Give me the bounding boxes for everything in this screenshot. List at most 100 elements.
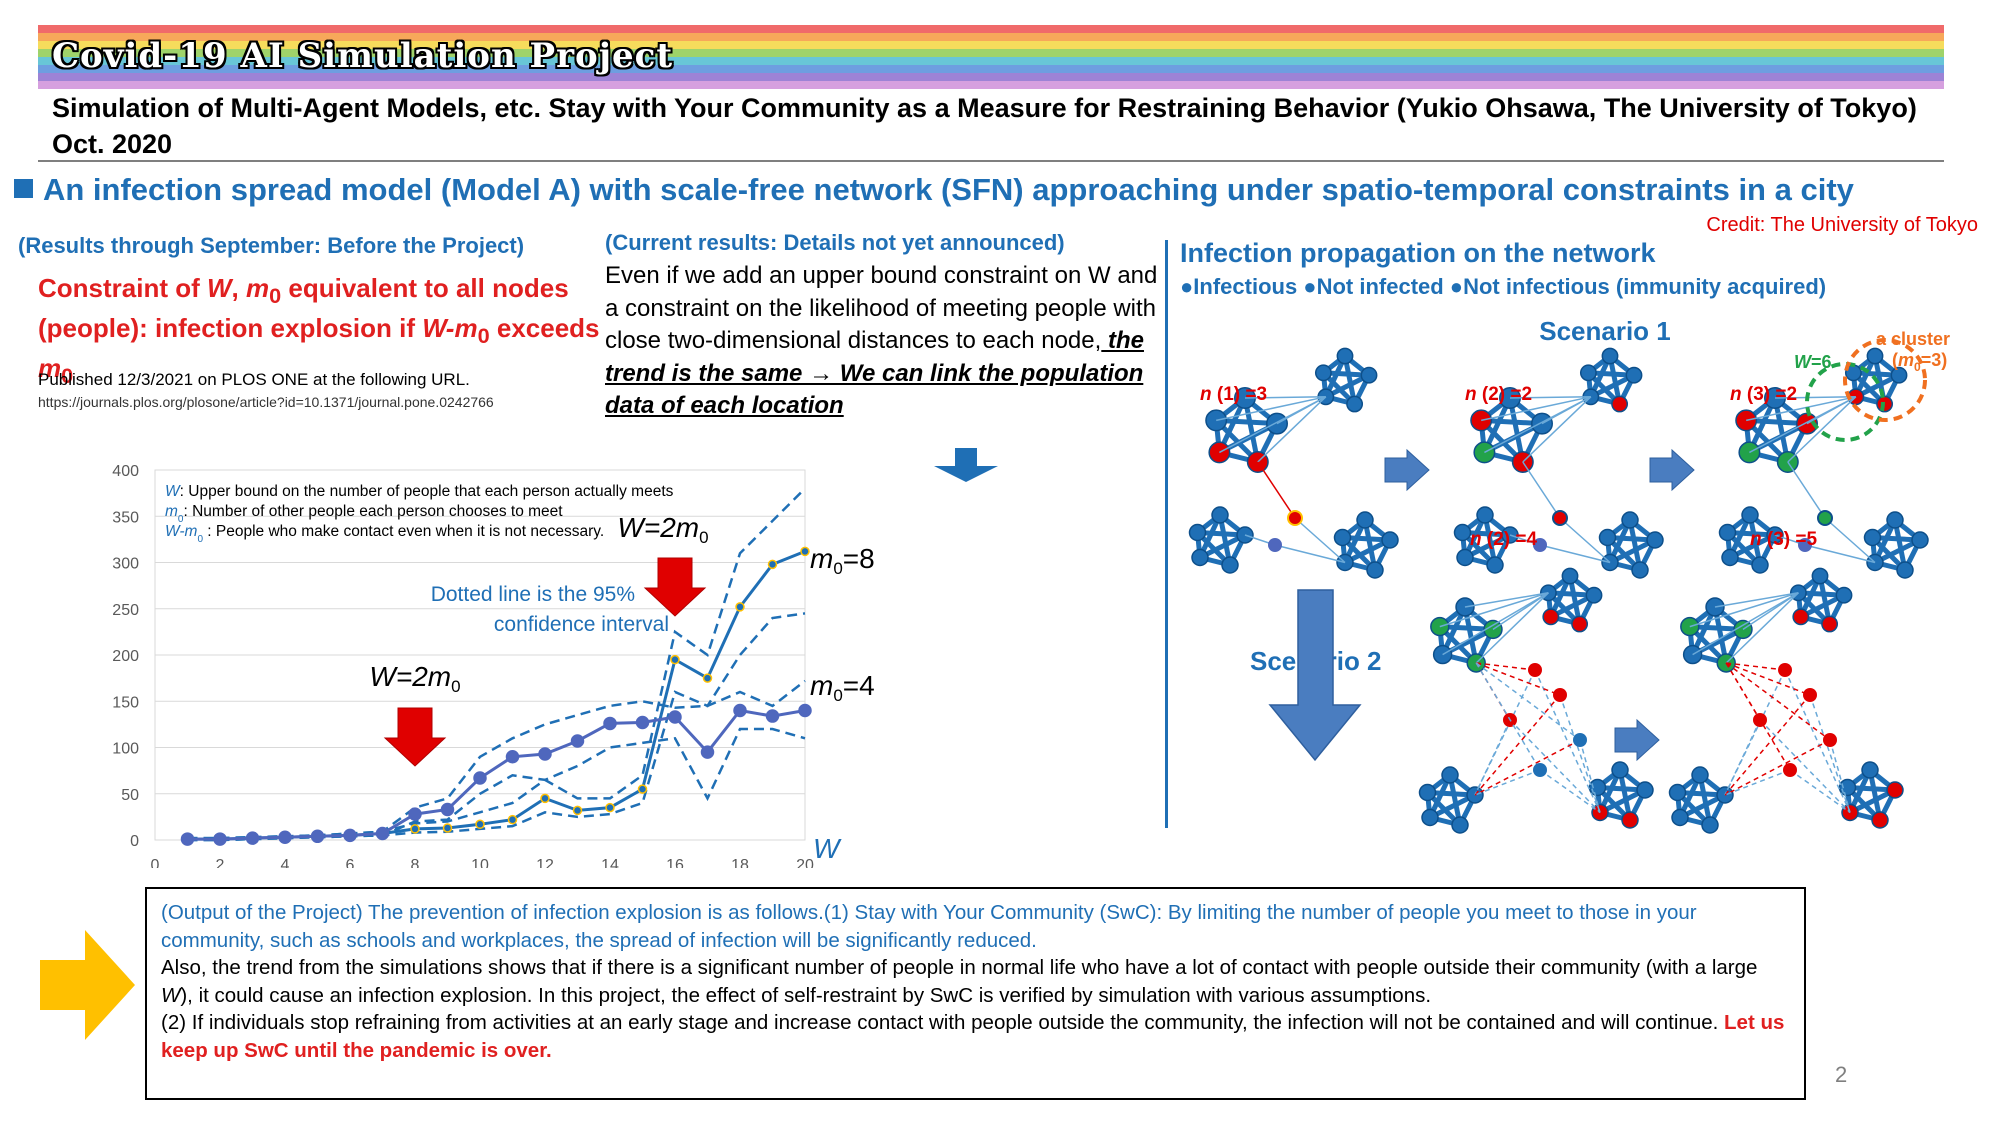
right-arrow-icon (1649, 448, 1695, 492)
y-tick-label: 100 (112, 741, 139, 758)
network-edge (1539, 769, 1601, 814)
constraint-m: m (246, 273, 270, 303)
network-legend: ●Infectious ●Not infected ●Not infectiou… (1180, 274, 1827, 299)
y-tick-label: 300 (112, 556, 139, 573)
banner-title: Covid-19 AI Simulation Project (52, 36, 674, 76)
constraint-sub: 0 (269, 283, 282, 309)
n-label: n (2) =4 (1470, 529, 1537, 550)
network-edge (1692, 592, 1799, 656)
network-edge (1534, 669, 1601, 813)
x-tick-label: 2 (216, 857, 225, 868)
network-edge (1474, 669, 1536, 796)
data-point (475, 819, 485, 830)
legend-note: W-m0 : People who make contact even when… (165, 523, 604, 545)
network-node (1573, 733, 1587, 747)
network-edge (1714, 592, 1799, 608)
bridge-node (1552, 510, 1568, 526)
cluster-m0-label: (m0=3) (1892, 350, 1947, 374)
output-paragraph-3: (2) If individuals stop refraining from … (161, 1009, 1790, 1064)
x-tick-label: 6 (346, 857, 355, 868)
ci-lower-line (187, 612, 806, 842)
current-body-text: Even if we add an upper bound constraint… (605, 262, 1158, 354)
page-number: 2 (1835, 1062, 1848, 1087)
chart-annotations: W: Upper bound on the number of people t… (165, 448, 998, 767)
x-axis-label: W (813, 833, 842, 864)
data-point (245, 831, 260, 845)
credit: Credit: The University of Tokyo (1706, 214, 1978, 236)
data-point (570, 734, 585, 748)
data-point (442, 823, 453, 833)
data-point (637, 784, 648, 794)
network-cluster (1588, 761, 1654, 829)
network-node (1803, 688, 1817, 702)
network-cluster (1718, 506, 1784, 574)
current-results-label: (Current results: Details not yet announ… (605, 230, 1065, 255)
y-tick-label: 0 (130, 833, 139, 850)
bridge-node (1287, 510, 1303, 526)
network-edge (1784, 669, 1851, 813)
output-text: ), it could cause an infection explosion… (180, 983, 1432, 1007)
network-edge (1724, 739, 1831, 796)
section-heading: An infection spread model (Model A) with… (14, 172, 1854, 208)
red-arrow-icon (643, 557, 707, 617)
network-edge (1475, 592, 1549, 664)
data-point (700, 745, 715, 759)
network-edge (1559, 694, 1601, 813)
current-results-body: Even if we add an upper bound constraint… (605, 260, 1165, 423)
network-cluster (1838, 761, 1904, 829)
data-point (735, 602, 745, 612)
data-point (507, 814, 518, 825)
network-cluster (1844, 347, 1908, 413)
network-edge (1484, 396, 1592, 454)
network-node (1778, 663, 1792, 677)
w-label-right: W=2m0 (617, 512, 708, 547)
series-label-m0-4: m0=4 (810, 670, 875, 705)
data-point (668, 710, 682, 724)
constraint-part: equivalent to all nodes (people): infect… (38, 273, 569, 344)
data-point (180, 832, 195, 846)
network-edge (1725, 662, 1791, 771)
right-arrow-icon (1384, 448, 1430, 492)
network-edge (1294, 517, 1346, 564)
paper-link[interactable]: https://journals.plos.org/plosone/articl… (38, 394, 494, 410)
network-cluster (1314, 347, 1378, 413)
network-edge (1216, 396, 1326, 422)
network-cluster (1579, 347, 1643, 413)
network-node (1528, 663, 1542, 677)
network-edge (1724, 719, 1761, 796)
network-cluster (1333, 511, 1399, 579)
ci-note: Dotted line is the 95% (431, 583, 635, 606)
data-point (572, 805, 583, 816)
network-node (1783, 763, 1797, 777)
chart-ticks: 0 50 100 150 200 250 300 350 400 0 2 4 6 8 10 12 14 16 18 2… (112, 463, 842, 868)
network-edge (1725, 592, 1799, 664)
network-node (1823, 733, 1837, 747)
right-arrow-icon (1614, 718, 1660, 762)
y-tick-label: 150 (112, 694, 139, 711)
data-point (278, 830, 292, 844)
network-cluster (1430, 597, 1503, 673)
network-edge (1476, 662, 1536, 671)
down-arrow-icon (1268, 589, 1362, 762)
network-edge (1475, 662, 1561, 696)
data-point (473, 771, 487, 785)
w-circle (1805, 362, 1885, 442)
series-label-m0-8: m0=8 (810, 543, 875, 578)
network-edge (1559, 517, 1611, 564)
legend-note: W: Upper bound on the number of people t… (165, 483, 674, 500)
network-edge (1689, 592, 1799, 628)
network-cluster (1539, 567, 1603, 633)
network-node (1533, 538, 1547, 552)
data-point (733, 703, 747, 718)
network-edge (1774, 396, 1856, 399)
network-edge (1724, 694, 1811, 796)
network-cluster (1453, 506, 1519, 574)
network-edge (1257, 396, 1327, 463)
output-text-w: W (161, 983, 181, 1007)
network-edge (1244, 396, 1326, 399)
constraint-part: Constraint of (38, 273, 207, 303)
network-edge (1474, 694, 1561, 796)
data-point (213, 832, 227, 846)
network-edge (1824, 517, 1876, 564)
network-edge (1725, 662, 1831, 741)
